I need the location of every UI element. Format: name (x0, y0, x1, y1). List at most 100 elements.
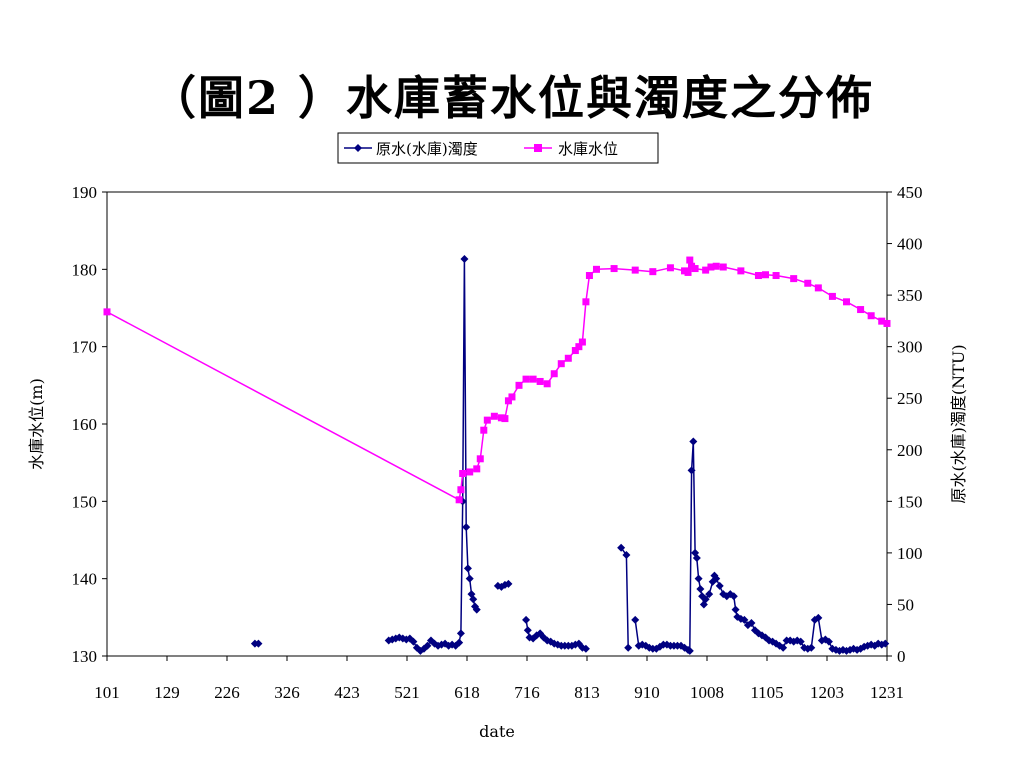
water-level-point (804, 279, 812, 287)
legend-box (337, 132, 659, 164)
x-tick-label: 1203 (810, 683, 844, 702)
turbidity-point (624, 643, 633, 652)
x-tick-label: 521 (394, 683, 420, 702)
turbidity-point (465, 574, 474, 583)
water-level-point (688, 262, 696, 270)
water-level-point (575, 343, 583, 351)
water-level-point (529, 375, 537, 383)
water-level-point (457, 486, 465, 494)
series-line-segment (634, 440, 886, 652)
water-level-point (790, 275, 798, 283)
slide-title: （圖2 ）水庫蓄水位與濁度之分佈 (149, 71, 875, 125)
water-level-point (681, 267, 689, 275)
water-level-point (585, 272, 593, 280)
x-tick-label: 101 (94, 683, 120, 702)
turbidity-point (456, 629, 465, 638)
water-level-point (712, 262, 720, 270)
x-tick-label: 910 (634, 683, 660, 702)
right-tick-label: 250 (897, 389, 923, 408)
water-level-point (536, 377, 544, 385)
turbidity-point (779, 643, 788, 652)
water-level-point (515, 381, 523, 389)
left-axis-title: 水庫水位(m) (27, 378, 46, 470)
x-tick-label: 618 (454, 683, 480, 702)
series-water-level (103, 256, 891, 504)
water-level-point (702, 266, 710, 274)
water-level-point (564, 354, 572, 362)
turbidity-point (689, 437, 698, 446)
right-tick-label: 100 (897, 544, 923, 563)
turbidity-point (796, 637, 805, 646)
water-level-point (550, 370, 558, 378)
turbidity-point (814, 613, 823, 622)
left-tick-label: 140 (72, 570, 98, 589)
left-tick-label: 160 (72, 415, 98, 434)
right-tick-label: 50 (897, 595, 914, 614)
right-tick-label: 450 (897, 183, 923, 202)
turbidity-point (685, 646, 694, 655)
water-level-point (473, 465, 481, 473)
legend-swatch-turbidity-marker (354, 144, 362, 152)
water-level-point (828, 292, 836, 300)
legend: 原水(水庫)濁度 水庫水位 (337, 132, 659, 164)
series-line-segment (388, 258, 478, 652)
right-tick-label: 350 (897, 286, 923, 305)
turbidity-point (472, 605, 481, 614)
right-tick-label: 300 (897, 338, 923, 357)
right-tick-label: 200 (897, 441, 923, 460)
legend-swatch-level-marker (534, 144, 542, 152)
turbidity-point (455, 638, 464, 647)
water-level-point (455, 496, 463, 504)
turbidity-point (729, 592, 738, 601)
water-level-point (610, 265, 618, 273)
water-level-point (466, 468, 474, 476)
water-level-point (543, 380, 551, 388)
turbidity-point (731, 605, 740, 614)
turbidity-point (423, 641, 432, 650)
water-level-point (666, 264, 674, 272)
right-axis-title: 原水(水庫)濁度(NTU) (949, 344, 968, 503)
water-level-point (571, 347, 579, 355)
series-line-segment (620, 547, 629, 648)
left-tick-label: 180 (72, 260, 98, 279)
left-tick-label: 130 (72, 647, 98, 666)
water-level-point (582, 298, 590, 306)
turbidity-point (631, 615, 640, 624)
turbidity-point (696, 584, 705, 593)
turbidity-point (694, 574, 703, 583)
water-level-point (719, 263, 727, 271)
turbidity-point (462, 523, 471, 532)
water-level-point (883, 319, 891, 327)
water-level-point (497, 414, 505, 422)
x-tick-label: 129 (154, 683, 180, 702)
left-tick-label: 190 (72, 183, 98, 202)
turbidity-point (463, 564, 472, 573)
x-tick-label: 1105 (750, 683, 783, 702)
left-axis-ticks: 130 140 150 160 170 180 190 (72, 183, 107, 666)
water-level-point (480, 426, 488, 434)
turbidity-point (523, 626, 532, 635)
series-line-segment (106, 259, 888, 501)
turbidity-point (504, 579, 513, 588)
water-level-point (878, 317, 886, 325)
water-level-point (103, 308, 111, 316)
turbidity-point (622, 550, 631, 559)
turbidity-point (747, 619, 756, 628)
left-tick-label: 150 (72, 492, 98, 511)
turbidity-point (705, 590, 714, 599)
water-level-point (867, 312, 875, 320)
x-tick-label: 716 (514, 683, 540, 702)
turbidity-point (460, 255, 469, 264)
water-level-point (649, 268, 657, 276)
water-level-point (504, 397, 512, 405)
turbidity-point (687, 466, 696, 475)
turbidity-point (254, 639, 263, 648)
water-level-point (737, 267, 745, 275)
water-level-point (814, 284, 822, 292)
turbidity-point (692, 554, 701, 563)
water-level-point (522, 375, 530, 383)
series-turbidity (250, 255, 890, 655)
water-level-point (686, 256, 694, 264)
water-level-point (772, 272, 780, 280)
